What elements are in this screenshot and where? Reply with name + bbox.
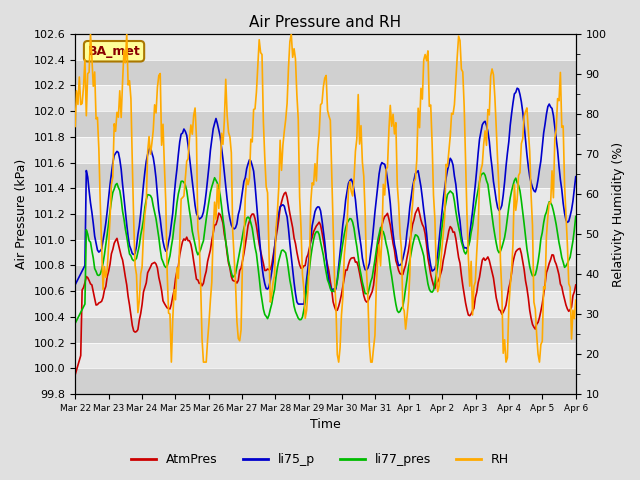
AtmPres — [221, 231, 228, 237]
li75_p — [294, 301, 302, 307]
Bar — [75, 85, 576, 111]
RH — [248, 139, 256, 145]
li75_p — [513, 85, 521, 91]
Bar — [75, 265, 576, 291]
RH — [547, 200, 554, 206]
li77_pres — [246, 216, 253, 221]
li77_pres — [290, 303, 298, 309]
li77_pres — [221, 226, 228, 231]
Bar — [75, 34, 576, 60]
Bar — [75, 317, 576, 343]
Y-axis label: Air Pressure (kPa): Air Pressure (kPa) — [15, 159, 28, 269]
Bar — [75, 291, 576, 317]
Text: BA_met: BA_met — [88, 45, 140, 58]
RH — [572, 297, 580, 303]
RH — [134, 310, 141, 315]
RH — [240, 243, 248, 249]
AtmPres — [572, 282, 580, 288]
li75_p — [71, 282, 79, 288]
Line: li77_pres: li77_pres — [75, 173, 576, 324]
li75_p — [237, 198, 245, 204]
RH — [86, 31, 94, 37]
Bar — [75, 214, 576, 240]
Bar — [75, 368, 576, 394]
li75_p — [132, 243, 140, 249]
Bar — [75, 111, 576, 137]
Bar — [75, 137, 576, 163]
Bar — [75, 343, 576, 368]
Bar — [75, 163, 576, 188]
AtmPres — [132, 329, 140, 335]
Bar — [75, 188, 576, 214]
AtmPres — [237, 265, 245, 271]
Line: AtmPres: AtmPres — [75, 192, 576, 375]
RH — [223, 113, 231, 119]
Bar — [75, 60, 576, 85]
li77_pres — [480, 170, 488, 176]
Line: li75_p: li75_p — [75, 88, 576, 304]
AtmPres — [71, 372, 79, 378]
AtmPres — [292, 240, 300, 246]
Legend: AtmPres, li75_p, li77_pres, RH: AtmPres, li75_p, li77_pres, RH — [126, 448, 514, 471]
Line: RH: RH — [75, 34, 576, 362]
li75_p — [572, 174, 580, 180]
AtmPres — [282, 190, 289, 195]
li77_pres — [237, 241, 245, 247]
RH — [293, 92, 301, 97]
Title: Air Pressure and RH: Air Pressure and RH — [250, 15, 401, 30]
X-axis label: Time: Time — [310, 419, 341, 432]
li75_p — [221, 170, 228, 176]
li77_pres — [572, 214, 580, 219]
RH — [71, 123, 79, 129]
li77_pres — [71, 321, 79, 326]
AtmPres — [246, 218, 253, 224]
li75_p — [246, 157, 253, 163]
Y-axis label: Relativity Humidity (%): Relativity Humidity (%) — [612, 142, 625, 287]
li75_p — [290, 279, 298, 285]
RH — [168, 359, 175, 365]
Bar — [75, 240, 576, 265]
AtmPres — [545, 260, 553, 266]
li75_p — [547, 104, 554, 110]
li77_pres — [132, 255, 140, 261]
li77_pres — [545, 199, 553, 204]
